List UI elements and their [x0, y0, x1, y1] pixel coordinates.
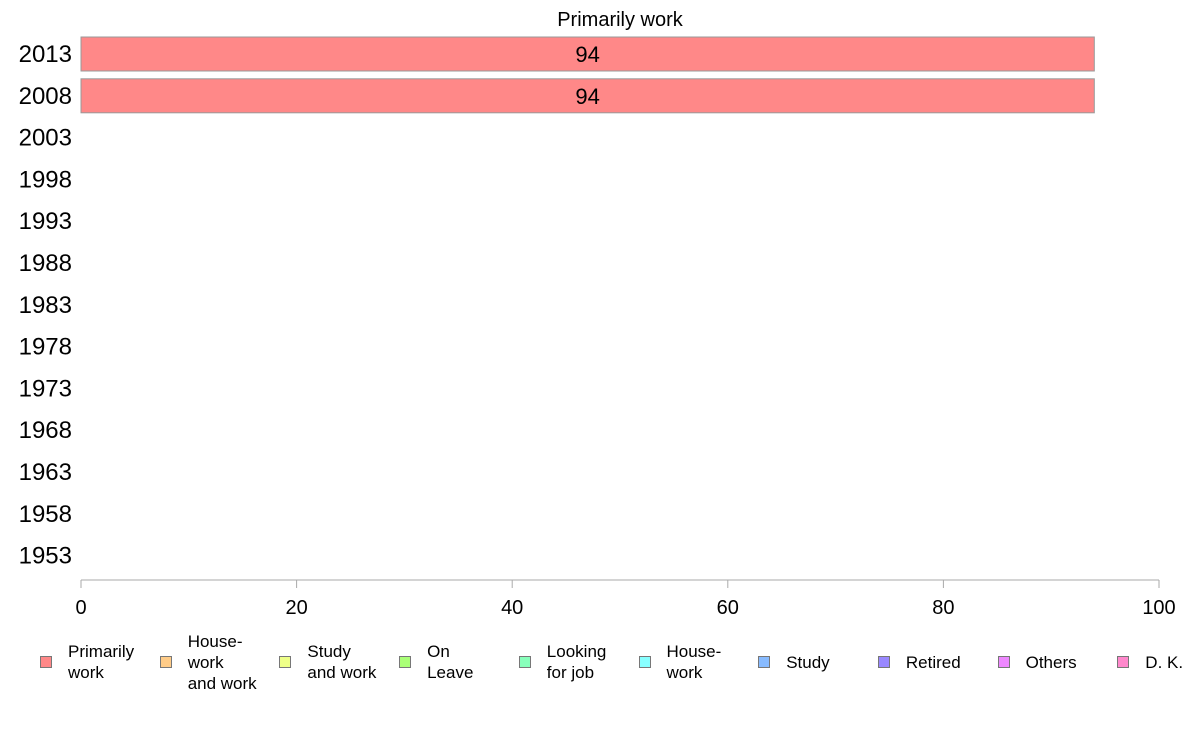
legend-label: Others: [1025, 652, 1077, 672]
legend-label: On Leave: [427, 642, 474, 682]
legend-swatch: [279, 656, 292, 668]
legend-swatch: [40, 656, 52, 668]
category-label-1958: 1958: [19, 501, 72, 528]
x-tick-label-0: 0: [75, 597, 86, 619]
category-label-2013: 2013: [19, 41, 72, 68]
category-label-1993: 1993: [19, 208, 72, 235]
x-tick-label-40: 40: [501, 597, 523, 619]
x-tick-label-80: 80: [932, 597, 954, 619]
legend-item-9: D. K.: [1117, 630, 1183, 694]
category-label-2003: 2003: [19, 125, 72, 152]
legend-item-1: House- work and work: [159, 630, 257, 694]
x-tick-label-60: 60: [717, 597, 739, 619]
legend-label: Looking for job: [546, 642, 607, 682]
legend-item-6: Study: [758, 630, 830, 694]
legend-item-7: Retired: [877, 630, 961, 694]
category-label-1968: 1968: [19, 417, 72, 444]
legend-label: House- work and work: [187, 631, 257, 693]
category-label-1963: 1963: [19, 459, 72, 486]
legend-label: D. K.: [1145, 652, 1184, 672]
x-axis-ticks: 0 20 40 60 80 100: [75, 580, 1176, 619]
category-label-1978: 1978: [19, 334, 72, 361]
legend-label: Retired: [905, 652, 961, 672]
bar-2013-series-0: [80, 36, 1095, 72]
category-labels: 2013 2008 2003 1998 1993 1988 1983 1978 1973 1968…: [19, 41, 72, 570]
category-label-1998: 1998: [19, 166, 72, 193]
category-label-1983: 1983: [19, 292, 72, 319]
legend-swatch: [997, 656, 1010, 668]
legend-swatch: [159, 656, 172, 668]
legend-item-5: House- work: [638, 630, 722, 694]
legend-item-4: Looking for job: [518, 630, 607, 694]
legend-item-0: Primarily work: [40, 630, 134, 694]
bar-value-label-2008: 94: [575, 84, 599, 109]
chart: Primarily work 2013 2008 2003 1998 1993 1988 1…: [19, 9, 1176, 619]
chart-title: Primarily work: [557, 9, 684, 31]
category-label-1988: 1988: [19, 250, 72, 277]
legend-swatch: [758, 656, 771, 668]
legend-swatch: [638, 656, 651, 668]
legend-swatch: [1117, 656, 1130, 668]
category-label-1953: 1953: [19, 543, 72, 570]
legend: Primarily work House- work and work Study …: [0, 628, 1188, 708]
legend-swatch: [399, 656, 412, 668]
x-tick-label-100: 100: [1142, 597, 1175, 619]
legend-label: House- work: [666, 642, 722, 682]
legend-swatch: [877, 656, 890, 668]
x-tick-label-20: 20: [285, 597, 307, 619]
legend-swatch: [518, 656, 531, 668]
category-label-2008: 2008: [19, 83, 72, 110]
bar-2008-series-0: [80, 78, 1095, 114]
legend-label: Study: [786, 652, 830, 672]
legend-item-2: Study and work: [279, 630, 376, 694]
legend-item-3: On Leave: [399, 630, 473, 694]
legend-label: Study and work: [307, 642, 377, 682]
bars: 94 94: [80, 36, 1095, 114]
bar-value-label-2013: 94: [575, 42, 599, 67]
category-label-1973: 1973: [19, 375, 72, 402]
legend-label: Primarily work: [68, 642, 135, 682]
legend-item-8: Others: [997, 630, 1077, 694]
